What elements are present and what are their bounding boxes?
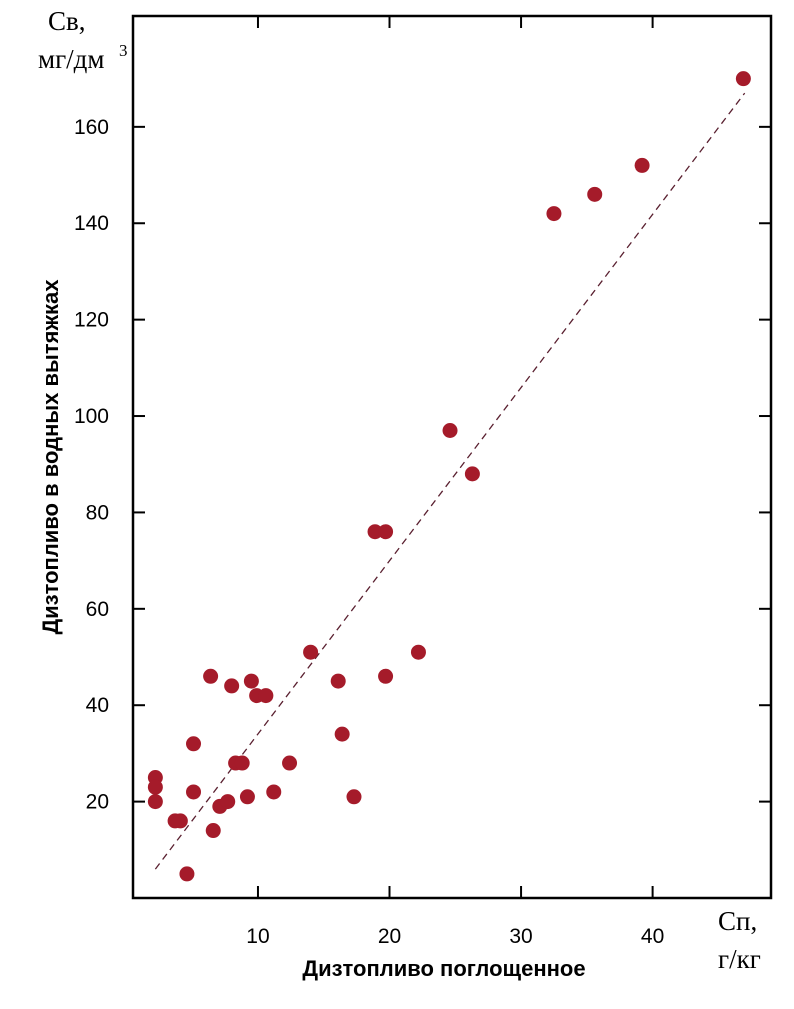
- x-unit-symbol: Сп,: [718, 906, 757, 936]
- data-point: [258, 688, 274, 704]
- data-point: [546, 206, 562, 222]
- y-tick-label: 140: [74, 212, 109, 235]
- data-point: [186, 784, 202, 800]
- x-tick-label: 10: [246, 925, 269, 948]
- data-points: [147, 71, 751, 882]
- data-point: [464, 466, 480, 482]
- data-point: [179, 866, 195, 882]
- y-tick-label: 60: [86, 598, 109, 621]
- y-axis-title: Дизтопливо в водных вытяжках: [38, 279, 63, 635]
- data-point: [203, 668, 219, 684]
- data-point: [234, 755, 250, 771]
- data-point: [378, 524, 394, 540]
- y-tick-label: 40: [86, 694, 109, 717]
- data-point: [224, 678, 240, 694]
- data-point: [243, 673, 259, 689]
- data-point: [634, 157, 650, 173]
- data-point: [367, 524, 383, 540]
- plot-frame: [131, 14, 773, 900]
- y-tick-label: 80: [86, 501, 109, 524]
- x-tick-label: 40: [641, 925, 664, 948]
- x-axis-ticks: 10 20 30 40: [246, 16, 664, 948]
- data-point: [587, 186, 603, 202]
- y-tick-label: 100: [74, 405, 109, 428]
- x-axis-title: Дизтопливо поглощенное: [302, 956, 585, 981]
- data-point: [205, 823, 221, 839]
- data-point: [172, 813, 188, 829]
- y-unit-superscript: 3: [119, 41, 128, 60]
- data-point: [334, 726, 350, 742]
- trend-line: [154, 92, 746, 870]
- data-point: [303, 644, 319, 660]
- data-point: [330, 673, 346, 689]
- data-point: [346, 789, 362, 805]
- x-unit: г/кг: [718, 944, 761, 974]
- x-tick-label: 20: [378, 925, 401, 948]
- y-tick-label: 160: [74, 116, 109, 139]
- data-point: [220, 794, 236, 810]
- y-axis-ticks: 20 40 60 80 100 120 140 160: [74, 116, 771, 814]
- y-tick-label: 120: [74, 309, 109, 332]
- data-point: [410, 644, 426, 660]
- x-tick-label: 30: [509, 925, 532, 948]
- y-unit: мг/дм: [38, 44, 105, 74]
- y-tick-label: 20: [86, 791, 109, 814]
- data-point: [147, 779, 163, 795]
- data-point: [442, 422, 458, 438]
- data-point: [282, 755, 298, 771]
- data-point: [147, 794, 163, 810]
- data-point: [186, 736, 202, 752]
- data-point: [239, 789, 255, 805]
- data-point: [266, 784, 282, 800]
- y-unit-symbol: Св,: [48, 6, 86, 36]
- data-point: [378, 668, 394, 684]
- data-point: [735, 71, 751, 87]
